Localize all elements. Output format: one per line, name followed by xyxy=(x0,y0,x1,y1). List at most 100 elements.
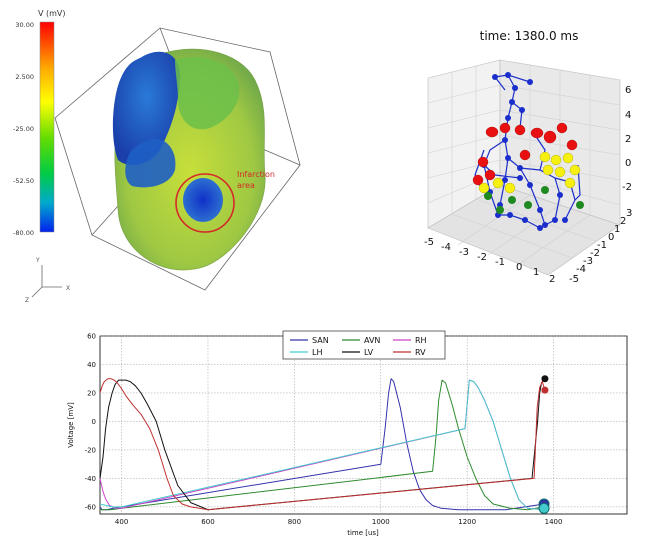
x-tick-label: 600 xyxy=(201,518,214,526)
network-node xyxy=(517,175,523,181)
tick-label: 0 xyxy=(516,262,522,273)
x-tick-label: 1400 xyxy=(545,518,563,526)
network-node xyxy=(484,192,492,200)
orientation-axes: Y X Z xyxy=(25,257,70,304)
voltage-chart: 400 600 800 1000 1200 1400 -60 -40 -20 0 20 40 60 ti… xyxy=(67,330,628,537)
network-node xyxy=(543,130,557,144)
network-nodes-red xyxy=(472,122,578,186)
network-node xyxy=(542,222,548,228)
y-tick-label: 60 xyxy=(87,333,96,341)
series-line-lh xyxy=(99,379,545,511)
legend-label: AVN xyxy=(364,336,380,345)
end-marker-lh xyxy=(538,502,550,514)
network-node xyxy=(505,155,511,161)
network-node xyxy=(477,156,489,168)
tick-label: -4 xyxy=(441,242,451,253)
y-tick-label: -20 xyxy=(85,446,96,454)
axis-label-x: X xyxy=(66,285,70,292)
tick-label: 2 xyxy=(625,134,631,145)
legend-label: SAN xyxy=(312,336,329,345)
tick-label: -2 xyxy=(590,248,600,259)
network-node xyxy=(527,182,533,188)
legend-label: RH xyxy=(415,336,427,345)
tick-label: -4 xyxy=(576,264,586,275)
infarction-circle xyxy=(175,173,235,233)
network-node xyxy=(542,164,554,176)
axis-label-y: Y xyxy=(35,257,40,264)
legend-box xyxy=(282,330,446,360)
chart-xlabel: time [us] xyxy=(347,529,379,537)
network-node xyxy=(514,124,526,136)
network-node xyxy=(492,177,504,189)
network-node xyxy=(541,186,549,194)
network-node xyxy=(530,127,544,139)
network-node xyxy=(502,177,508,183)
y-tick-label: -40 xyxy=(85,475,96,483)
network-node xyxy=(527,79,533,85)
network-node xyxy=(537,207,543,213)
colorbar-tick: 2.500 xyxy=(15,73,34,81)
network-node xyxy=(496,206,504,214)
tick-label: -3 xyxy=(583,256,593,267)
tick-label: -2 xyxy=(477,252,487,263)
tick-label: 2 xyxy=(620,216,626,227)
tick-label: 3 xyxy=(626,208,632,219)
chart-ticks: 400 600 800 1000 1200 1400 -60 -40 -20 0 20 40 60 xyxy=(85,333,563,527)
tick-label: 0 xyxy=(625,158,631,169)
network-node xyxy=(557,192,563,198)
network-node xyxy=(512,85,518,91)
series-line-rv xyxy=(99,378,546,511)
network-node xyxy=(502,137,508,143)
network-node xyxy=(508,196,516,204)
network-node xyxy=(576,201,584,209)
tick-label: -1 xyxy=(597,240,607,251)
network-node xyxy=(519,107,525,113)
end-marker-rv xyxy=(541,386,549,394)
tick-label: 1 xyxy=(533,267,539,278)
network-node xyxy=(569,164,581,176)
plot-area xyxy=(99,335,628,515)
heart-panel: V (mV) 30.00 2.500 -25.00 -52.50 -80.00 … xyxy=(13,9,301,304)
network-node xyxy=(507,212,513,218)
network-node xyxy=(564,177,576,189)
legend-label: LH xyxy=(312,348,322,357)
colorbar-title: V (mV) xyxy=(38,9,66,18)
x-tick-label: 1200 xyxy=(458,518,476,526)
tick-label: -5 xyxy=(424,237,434,248)
network-axes-box xyxy=(427,59,621,276)
colorbar xyxy=(39,21,55,233)
legend-label: RV xyxy=(415,348,426,357)
axis-label-z: Z xyxy=(25,297,29,304)
network-node xyxy=(566,139,578,151)
y-tick-label: -60 xyxy=(85,503,96,511)
network-node xyxy=(484,169,496,181)
network-bottom-ticks: -5 -4 -3 -2 -1 0 1 2 xyxy=(424,237,555,285)
tick-label: -2 xyxy=(622,182,632,193)
network-node xyxy=(562,152,574,164)
network-node xyxy=(522,217,528,223)
colorbar-ticks: 30.00 2.500 -25.00 -52.50 -80.00 xyxy=(13,21,34,237)
colorbar-tick: 30.00 xyxy=(15,21,34,29)
colorbar-tick: -52.50 xyxy=(13,177,34,185)
network-node xyxy=(505,72,511,78)
y-tick-label: 40 xyxy=(87,361,96,369)
network-panel: time: 1380.0 ms xyxy=(424,29,632,285)
x-tick-label: 800 xyxy=(288,518,301,526)
network-nodes-green xyxy=(484,186,584,214)
network-node xyxy=(519,149,531,161)
network-node xyxy=(517,165,523,171)
heart-model xyxy=(112,48,266,271)
end-marker-lv xyxy=(541,375,549,383)
network-vertical-ticks: 6 4 2 0 -2 xyxy=(622,85,632,193)
network-node xyxy=(478,182,490,194)
network-node xyxy=(524,201,532,209)
tick-label: -3 xyxy=(459,247,469,258)
tick-label: 1 xyxy=(614,224,620,235)
network-node xyxy=(499,122,511,134)
y-tick-label: 20 xyxy=(87,389,96,397)
tick-label: 4 xyxy=(625,110,631,121)
x-tick-label: 400 xyxy=(115,518,128,526)
chart-series xyxy=(99,378,546,511)
network-right-ticks: 3 2 1 0 -1 -2 -3 -4 -5 xyxy=(569,208,632,285)
